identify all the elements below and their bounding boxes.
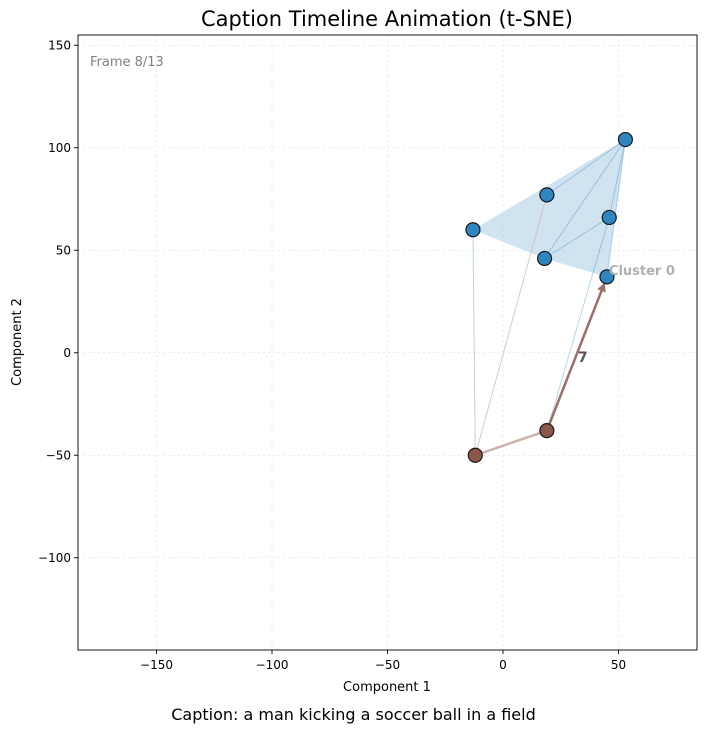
trajectory-lines — [472, 139, 626, 457]
y-axis-label: Component 2 — [10, 298, 25, 386]
y-tick-label: −50 — [46, 448, 71, 462]
cluster-point — [539, 187, 555, 203]
frame-label: Frame 8/13 — [90, 55, 164, 70]
cluster-point — [465, 222, 481, 238]
x-tick-label: −150 — [140, 658, 173, 672]
grid — [78, 35, 697, 650]
x-tick-label: −100 — [256, 658, 289, 672]
y-tick-label: 100 — [48, 141, 71, 155]
data-points — [465, 131, 633, 463]
faded-link — [472, 229, 476, 456]
cluster-link — [544, 139, 626, 259]
timeline-arrow — [545, 290, 603, 432]
x-axis-label: Component 1 — [343, 680, 431, 695]
timeline-segment — [474, 429, 548, 457]
cluster-point — [536, 250, 553, 267]
tsne-chart: Caption Timeline Animation (t-SNE) −150−… — [10, 7, 698, 695]
timeline-point — [539, 423, 555, 439]
cluster-point — [601, 209, 617, 226]
y-tick-label: −100 — [38, 551, 71, 565]
arrow-head — [597, 282, 606, 293]
cluster-hull-area — [472, 139, 626, 277]
timeline-point — [467, 447, 483, 463]
axis-ticks: −150 −100 −50 0 50 −100 −50 0 50 100 150 — [38, 38, 626, 672]
y-tick-label: 150 — [48, 38, 71, 52]
cluster-label: Cluster 0 — [609, 264, 675, 279]
step-label: 7 — [578, 350, 588, 366]
x-tick-label: 0 — [499, 658, 507, 672]
cluster-link — [608, 139, 626, 218]
x-tick-label: 50 — [611, 658, 626, 672]
x-tick-label: −50 — [375, 658, 400, 672]
cluster-point — [617, 131, 633, 148]
faded-link — [474, 194, 548, 456]
y-tick-label: 50 — [56, 243, 71, 257]
cluster-hull — [472, 139, 626, 277]
chart-title: Caption Timeline Animation (t-SNE) — [201, 7, 573, 31]
caption-text: Caption: a man kicking a soccer ball in … — [171, 705, 536, 724]
cluster-link — [606, 139, 626, 277]
cluster-link — [544, 217, 610, 259]
cluster-point — [599, 269, 615, 285]
faded-link — [546, 217, 610, 431]
y-tick-label: 0 — [63, 346, 71, 360]
cluster-link — [546, 139, 626, 196]
